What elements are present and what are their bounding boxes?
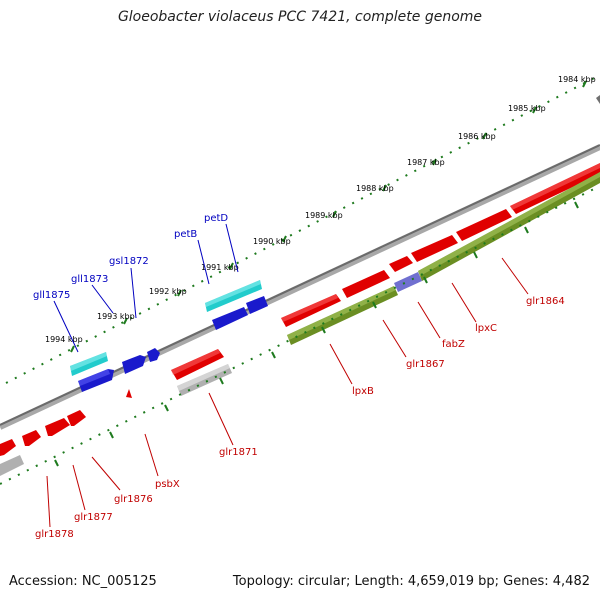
gene-glr1871[interactable]: [171, 349, 224, 380]
gene-label-glr1867[interactable]: glr1867: [406, 359, 445, 370]
scale-label: 1986 kbp: [458, 132, 496, 141]
gene-label-fabZ[interactable]: fabZ: [442, 339, 465, 350]
accession-text: Accession: NC_005125: [9, 574, 157, 589]
gene-label-glr1871[interactable]: glr1871: [219, 447, 258, 458]
gene-glr1876[interactable]: [45, 410, 86, 436]
gene-lpxC[interactable]: [411, 235, 458, 262]
topology-info-text: Topology: circular; Length: 4,659,019 bp…: [232, 574, 590, 589]
gene-gll1874[interactable]: [78, 369, 114, 392]
gene-label-glr1876[interactable]: glr1876: [114, 494, 153, 505]
gene-fabZ-violet[interactable]: [394, 272, 422, 292]
gene-label-gsl1872[interactable]: gsl1872: [109, 256, 149, 267]
scale-label: 1994 kbp: [45, 335, 83, 344]
gene-lpxB[interactable]: [281, 294, 341, 327]
scale-label: 1984 kbp: [558, 75, 596, 84]
gene-label-petB[interactable]: petB: [174, 229, 197, 240]
gene-label-glr1877[interactable]: glr1877: [74, 512, 113, 523]
outer-leader-lines: [53, 223, 239, 353]
scale-label: 1990 kbp: [253, 237, 291, 246]
gene-petB[interactable]: [212, 296, 268, 330]
scale-label: 1989 kbp: [305, 211, 343, 220]
gene-glr1877[interactable]: [22, 430, 41, 446]
gene-label-gll1873[interactable]: gll1873: [71, 274, 108, 285]
gene-gll1873[interactable]: [122, 355, 146, 374]
inner-leader-lines: [46, 257, 529, 528]
scale-label: 1993 kbp: [97, 312, 135, 321]
inner-tick-track: [0, 185, 600, 485]
gene-label-glr1864[interactable]: glr1864: [526, 296, 565, 307]
scale-label: 1992 kbp: [149, 287, 187, 296]
gene-label-psbX[interactable]: psbX: [155, 479, 180, 490]
gene-lpxB-olive[interactable]: [287, 286, 398, 345]
gene-glr1864-olive[interactable]: [418, 172, 600, 281]
scale-label: 1985 kbp: [508, 104, 546, 113]
gene-label-lpxC[interactable]: lpxC: [475, 323, 497, 334]
gene-petD[interactable]: [205, 280, 262, 312]
gene-fabZ[interactable]: [389, 256, 413, 272]
inner-major-ticks: [54, 201, 579, 467]
scale-label: 1988 kbp: [356, 184, 394, 193]
gene-psbX[interactable]: [126, 389, 132, 398]
gene-label-gll1875[interactable]: gll1875: [33, 290, 70, 301]
gene-glr1864[interactable]: [456, 163, 600, 241]
gene-grey-glr1871[interactable]: [177, 364, 232, 396]
scale-label: 1991 kbp: [201, 263, 239, 272]
gene-gll1875[interactable]: [70, 352, 108, 376]
gene-label-glr1878[interactable]: glr1878: [35, 529, 74, 540]
gene-glr1878[interactable]: [0, 439, 16, 456]
outer-tick-track: [5, 74, 600, 384]
gene-label-lpxB[interactable]: lpxB: [352, 386, 374, 397]
scale-label: 1987 kbp: [407, 158, 445, 167]
gene-glr1867-red[interactable]: [342, 270, 390, 298]
gene-label-petD[interactable]: petD: [204, 213, 228, 224]
gene-grey-left[interactable]: [0, 455, 24, 476]
backbone-arrow: [596, 95, 600, 104]
figure-title: Gloeobacter violaceus PCC 7421, complete…: [117, 9, 483, 25]
outer-major-ticks: [70, 80, 587, 353]
gene-gsl1872[interactable]: [147, 348, 160, 362]
